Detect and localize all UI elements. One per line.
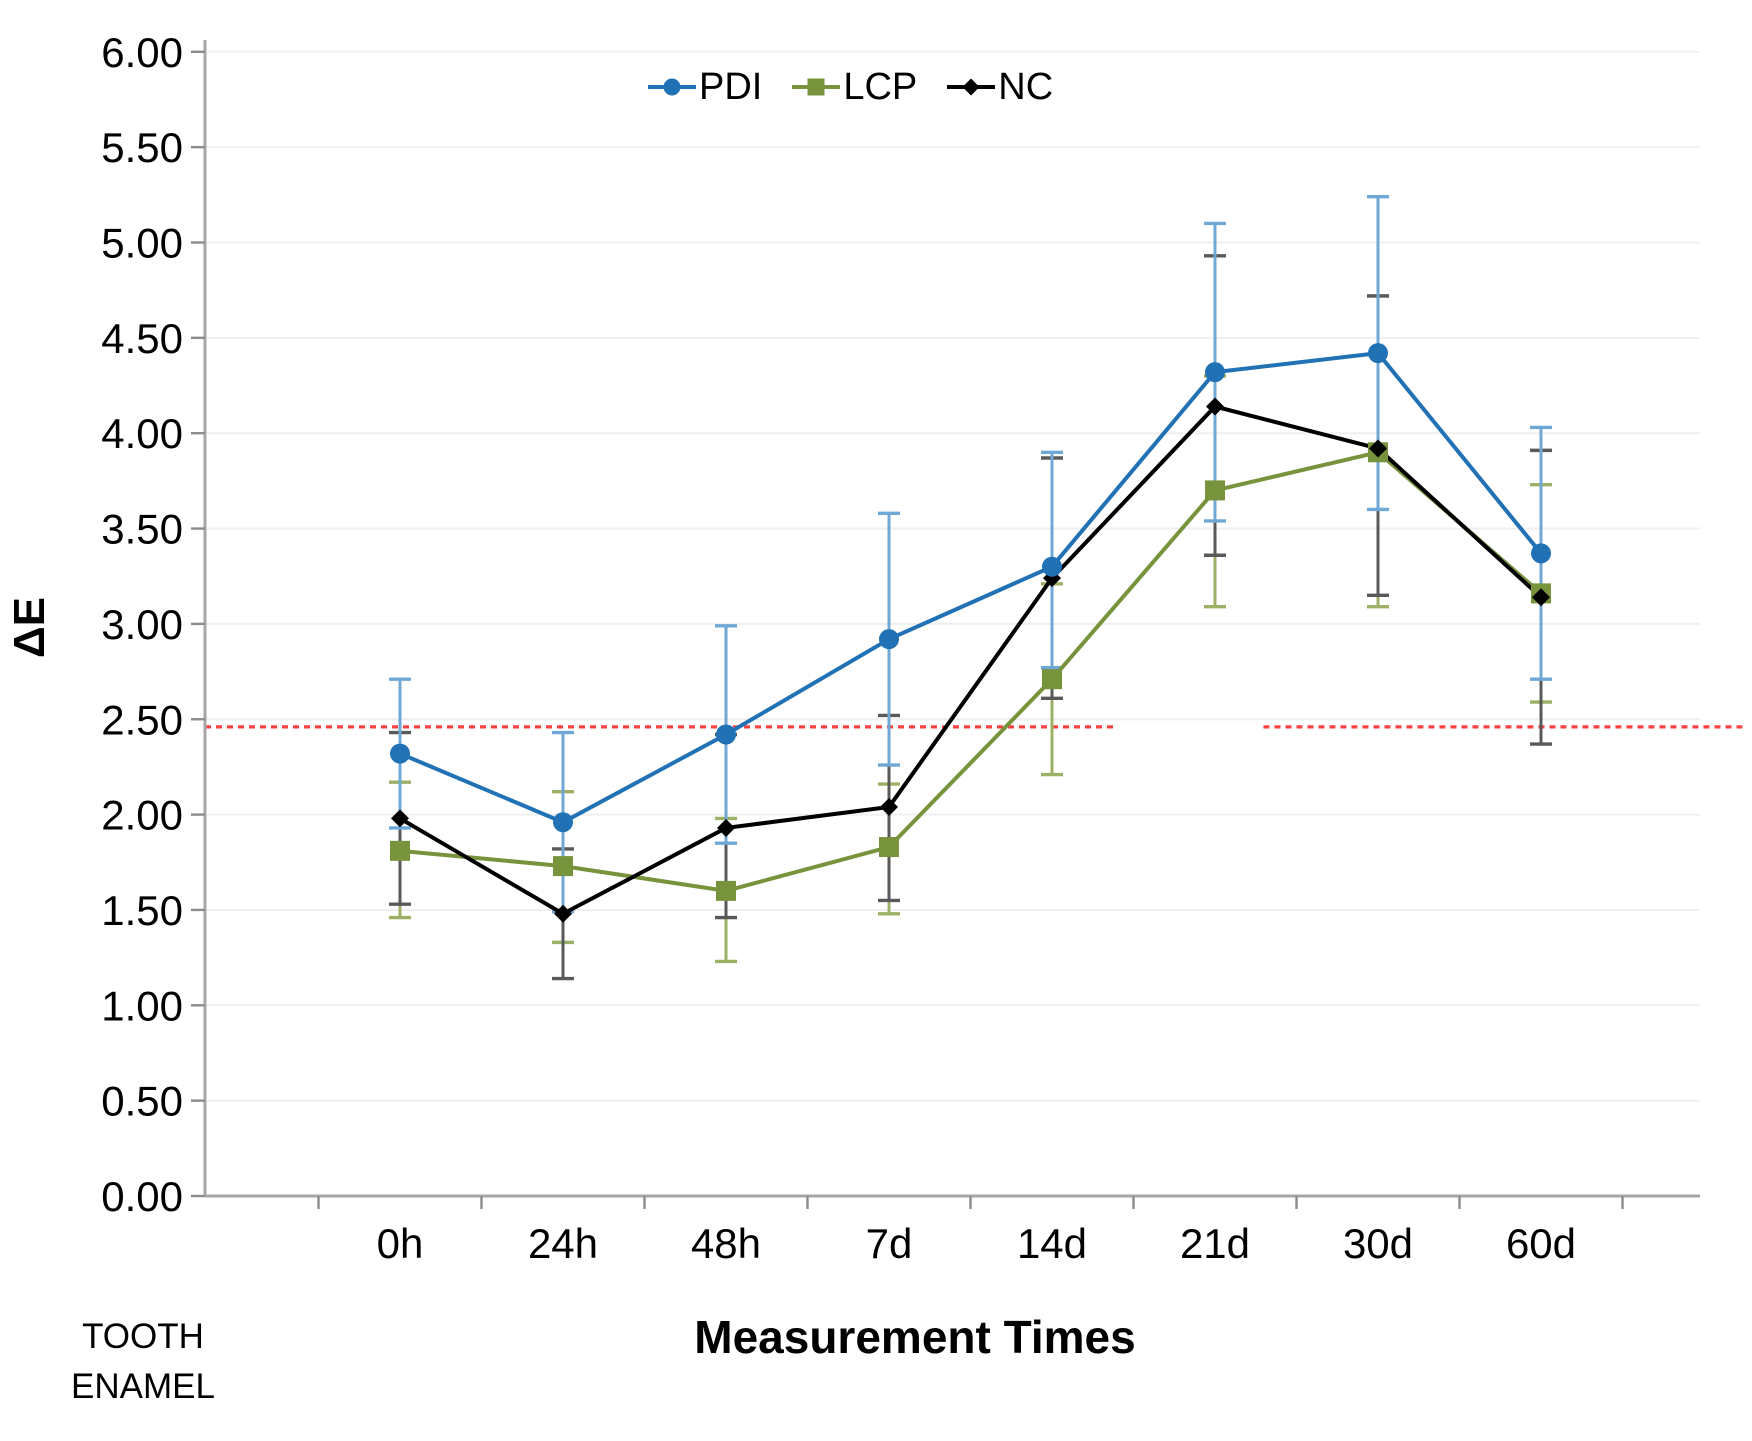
y-axis-tick-labels: 0.00 0.50 1.00 1.50 2.00 2.50 3.00 3.50 4.00 4.50… bbox=[101, 29, 183, 1220]
x-axis-tick-labels: 0h 24h 48h 7d 14d 21d 30d 60d bbox=[377, 1220, 1576, 1267]
data-point-pdi bbox=[553, 812, 573, 833]
data-point-nc bbox=[1532, 588, 1550, 607]
data-point-pdi bbox=[879, 629, 899, 650]
y-tick-label: 3.00 bbox=[101, 601, 183, 648]
legend-label-lcp: LCP bbox=[843, 66, 918, 108]
y-tick-label: 4.00 bbox=[101, 410, 183, 457]
data-point-lcp bbox=[716, 880, 736, 901]
legend-label-nc: NC bbox=[998, 66, 1054, 108]
x-tick-label: 7d bbox=[866, 1220, 913, 1267]
data-point-nc bbox=[554, 904, 572, 923]
x-tick-label: 0h bbox=[377, 1220, 424, 1267]
data-point-lcp bbox=[879, 837, 899, 858]
data-point-nc bbox=[1206, 397, 1224, 416]
data-point-nc bbox=[1369, 439, 1387, 458]
y-tick-label: 4.50 bbox=[101, 315, 183, 362]
y-tick-label: 0.00 bbox=[101, 1173, 183, 1220]
data-point-lcp bbox=[553, 856, 573, 877]
series-markers bbox=[390, 343, 1551, 923]
x-tick-label: 14d bbox=[1017, 1220, 1087, 1267]
legend-item-nc: NC bbox=[947, 68, 1053, 106]
y-tick-label: 1.50 bbox=[101, 887, 183, 934]
lcp-line-square-marker-icon bbox=[792, 68, 841, 106]
x-axis-title: Measurement Times bbox=[694, 1311, 1136, 1363]
data-point-pdi bbox=[716, 724, 736, 745]
data-point-nc bbox=[391, 809, 409, 828]
legend-item-lcp: LCP bbox=[792, 68, 917, 106]
x-tick-label: 30d bbox=[1343, 1220, 1413, 1267]
x-tick-label: 21d bbox=[1180, 1220, 1250, 1267]
y-tick-label: 6.00 bbox=[101, 29, 183, 76]
data-point-pdi bbox=[1531, 543, 1551, 564]
legend-item-pdi: PDI bbox=[648, 68, 762, 106]
x-tick-label: 60d bbox=[1506, 1220, 1576, 1267]
legend-label-pdi: PDI bbox=[699, 66, 763, 108]
data-point-nc bbox=[717, 818, 735, 837]
gridlines bbox=[205, 50, 1700, 1102]
x-tick-label: 48h bbox=[691, 1220, 761, 1267]
y-tick-label: 0.50 bbox=[101, 1078, 183, 1125]
series-line-lcp bbox=[399, 450, 1543, 893]
y-axis-title: ΔE bbox=[5, 597, 54, 659]
group-caption-line-2: ENAMEL bbox=[71, 1366, 215, 1406]
y-tick-label: 5.50 bbox=[101, 124, 183, 171]
series-line-nc bbox=[398, 404, 1543, 917]
pdi-line-circle-marker-icon bbox=[648, 68, 696, 106]
data-point-pdi bbox=[1368, 343, 1388, 364]
group-caption-line-1: TOOTH bbox=[82, 1317, 204, 1356]
y-tick-label: 2.00 bbox=[101, 792, 183, 839]
data-point-lcp bbox=[390, 840, 410, 861]
group-caption: TOOTH ENAMEL bbox=[38, 1312, 248, 1411]
y-tick-label: 3.50 bbox=[101, 506, 183, 553]
nc-line-diamond-marker-icon bbox=[947, 68, 996, 106]
axes bbox=[191, 40, 1700, 1209]
data-point-pdi bbox=[1042, 556, 1062, 577]
data-point-pdi bbox=[390, 743, 410, 764]
y-tick-label: 1.00 bbox=[101, 982, 183, 1029]
y-tick-label: 2.50 bbox=[101, 696, 183, 743]
x-tick-label: 24h bbox=[528, 1220, 598, 1267]
data-point-pdi bbox=[1205, 362, 1225, 383]
data-point-lcp bbox=[1205, 480, 1225, 501]
data-point-nc bbox=[880, 797, 898, 816]
y-tick-label: 5.00 bbox=[101, 220, 183, 267]
series-line-pdi bbox=[399, 350, 1543, 825]
series-lines bbox=[398, 350, 1543, 917]
data-point-lcp bbox=[1042, 669, 1062, 690]
legend: PDI LCP NC bbox=[648, 68, 1053, 106]
